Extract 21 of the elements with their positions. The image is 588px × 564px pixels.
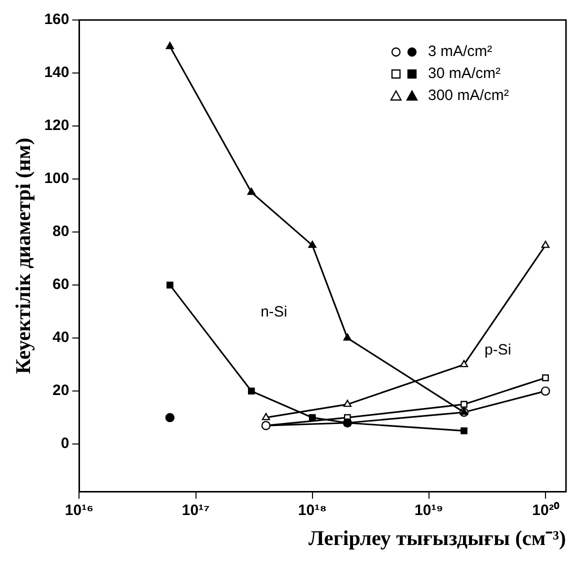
x-tick-label: 10¹⁶ [64,502,94,519]
y-tick-label: 100 [44,170,70,188]
x-tick-label: 10¹⁷ [182,502,210,519]
y-tick-label: 40 [52,329,70,346]
annotation: p-Si [484,341,512,358]
x-tick-label: 10¹⁸ [298,502,327,519]
x-tick-label: 10²⁰ [532,500,560,519]
legend-label: 3 mA/cm² [428,43,492,60]
y-tick-label: 140 [44,64,70,82]
y-tick-label: 160 [44,11,70,28]
x-axis-title: Легірлеу тығыздығы (см⁻³) [308,526,566,550]
y-axis-title: Кеуектілік диаметрі (нм) [11,138,36,374]
x-tick-label: 10¹⁹ [414,502,444,519]
annotation: n-Si [260,304,288,321]
y-tick-label: 0 [60,435,70,452]
y-tick-label: 60 [52,276,70,294]
y-tick-label: 20 [52,382,70,400]
legend-label: 30 mA/cm² [428,65,501,82]
y-tick-label: 120 [44,117,70,134]
legend-label: 300 mA/cm² [428,87,509,104]
y-tick-label: 80 [52,223,70,240]
